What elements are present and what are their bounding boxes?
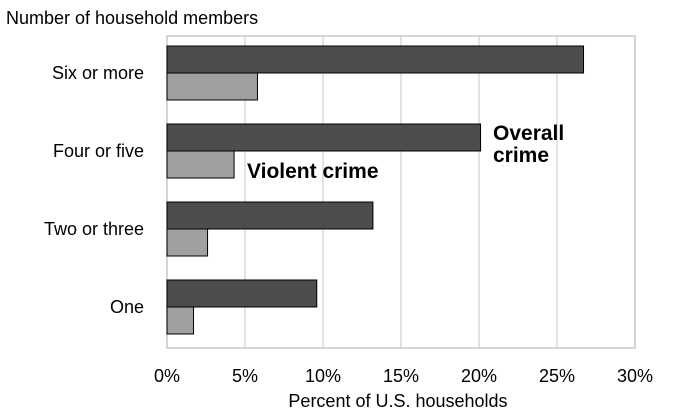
x-tick-label: 30% [617,366,653,386]
x-tick-label: 5% [232,366,258,386]
annotation-overall-crime-line1: Overall [493,122,564,145]
bar-violent-crime [166,72,258,101]
x-tick-label: 20% [461,366,497,386]
x-tick-label: 25% [539,366,575,386]
bar-violent-crime [166,306,195,335]
x-axis-label: Percent of U.S. households [288,391,507,411]
category-labels: Six or more Four or five Two or three One [44,63,144,317]
bar-overall-crime [166,279,318,308]
category-label: One [110,297,144,317]
chart-title: Number of household members [6,8,258,28]
category-label: Six or more [52,63,144,83]
x-tick-label: 15% [383,366,419,386]
category-label: Four or five [53,141,144,161]
x-tick-labels: 0% 5% 10% 15% 20% 25% 30% [154,366,653,386]
annotation-violent-crime: Violent crime [247,160,379,183]
bar-overall-crime [166,45,585,74]
bar-overall-crime [166,201,374,230]
annotation-overall-crime-line2: crime [493,144,549,167]
x-tick-label: 10% [305,366,341,386]
x-tick-label: 0% [154,366,180,386]
bar-violent-crime [166,228,209,257]
category-label: Two or three [44,219,144,239]
bar-violent-crime [166,150,235,179]
bars [166,45,585,335]
bar-overall-crime [166,123,482,152]
